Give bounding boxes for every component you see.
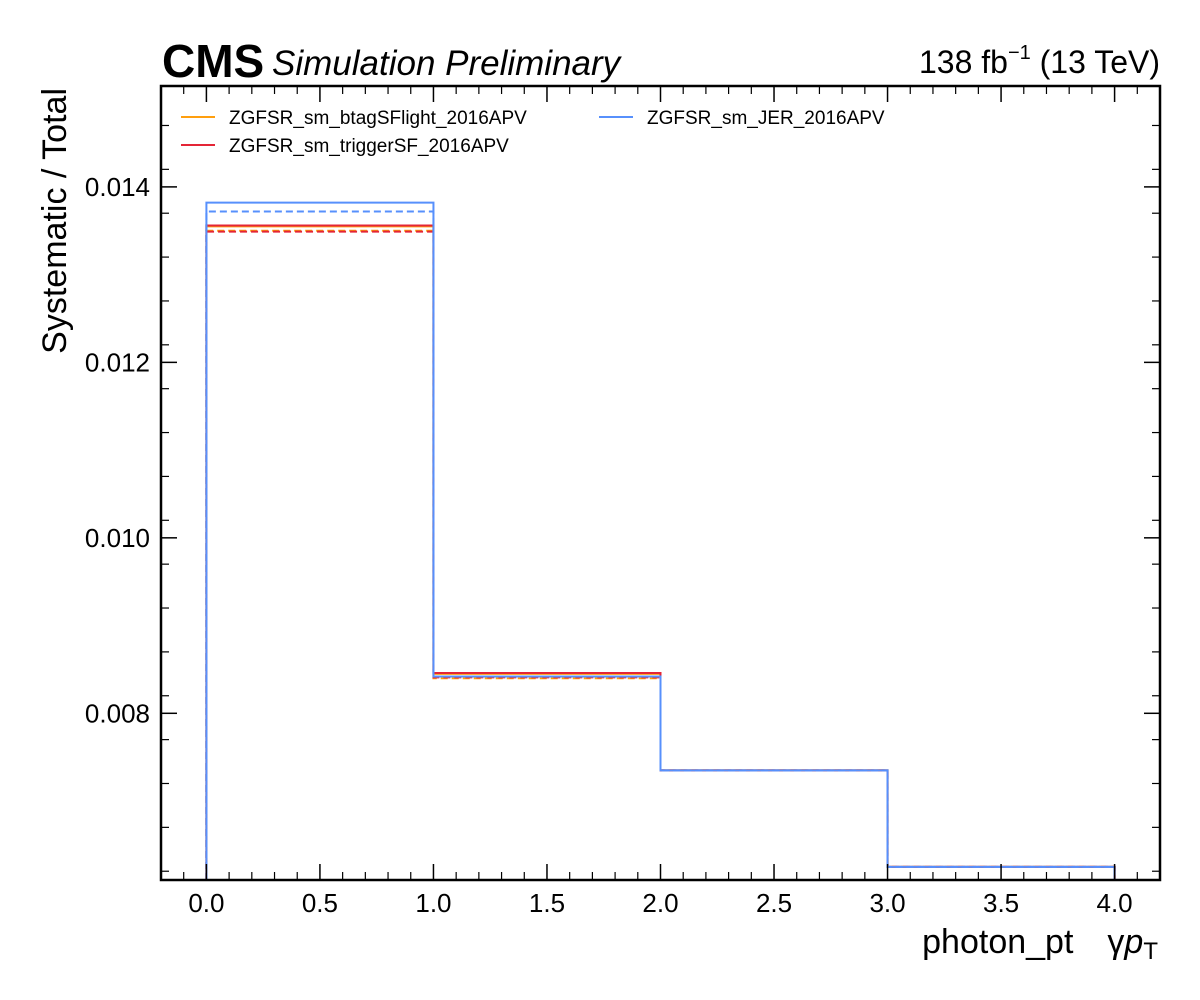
x-tick-label: 3.5 (983, 888, 1019, 918)
legend-label: ZGFSR_sm_JER_2016APV (647, 108, 885, 129)
y-tick-label: 0.012 (85, 347, 150, 377)
legend-label: ZGFSR_sm_btagSFlight_2016APV (229, 108, 527, 129)
x-tick-label: 4.0 (1097, 888, 1133, 918)
x-tick-label: 0.5 (302, 888, 338, 918)
series-1-up-line (205, 224, 1116, 880)
series-0-down-line (205, 229, 1116, 880)
y-tick-label: 0.008 (85, 698, 150, 728)
series-1-down-line (205, 230, 1116, 880)
status-label: Simulation Preliminary (272, 44, 623, 83)
lumi-label: 138 fb−1 (13 TeV) (919, 42, 1160, 80)
series-2-up-line (205, 201, 1116, 880)
x-tick-label: 2.0 (642, 888, 678, 918)
series-0-up-line (205, 225, 1116, 880)
x-axis-title: photon_pt γpT (922, 923, 1158, 965)
x-tick-label: 1.0 (415, 888, 451, 918)
series-layer (205, 201, 1116, 880)
y-axis-title: Systematic / Total (36, 88, 74, 354)
ticks-layer: 0.0 0.5 1.0 1.5 2.0 2.5 3.0 3.5 4.0 0.008 0.010 0.0… (85, 86, 1160, 918)
plot-frame (159, 84, 1162, 882)
y-tick-label: 0.014 (85, 172, 150, 202)
x-tick-label: 3.0 (869, 888, 905, 918)
legend: ZGFSR_sm_btagSFlight_2016APV ZGFSR_sm_tri… (181, 108, 885, 157)
x-tick-label: 2.5 (756, 888, 792, 918)
x-tick-label: 0.0 (188, 888, 224, 918)
y-tick-label: 0.010 (85, 523, 150, 553)
x-tick-label: 1.5 (529, 888, 565, 918)
legend-label: ZGFSR_sm_triggerSF_2016APV (229, 136, 509, 157)
experiment-label: CMS (162, 35, 264, 87)
series-2-down-line (205, 210, 1116, 880)
